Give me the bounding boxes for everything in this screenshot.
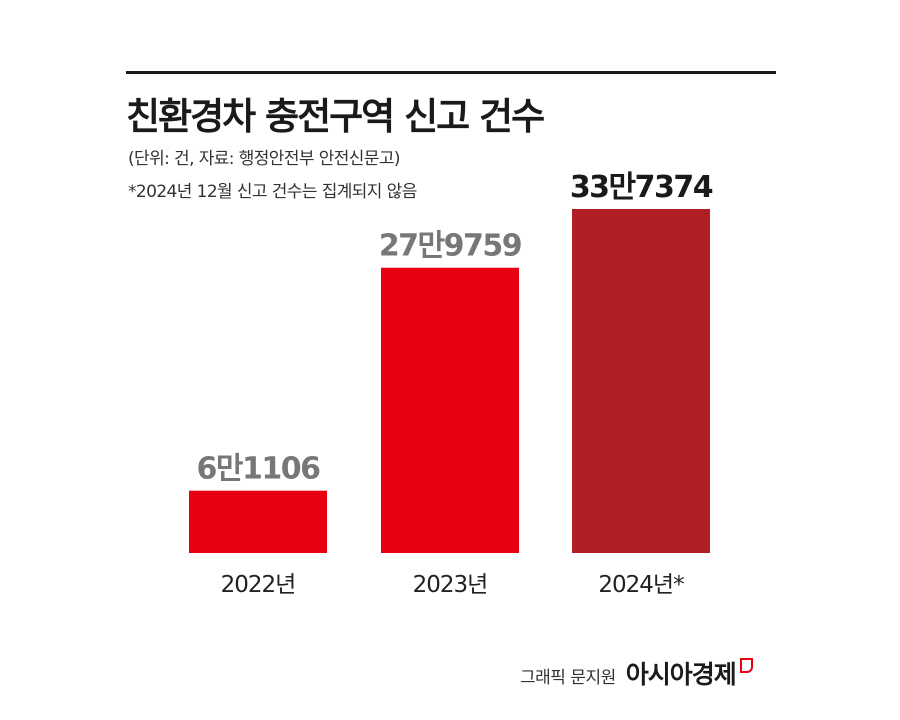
chart-title: 친환경차 충전구역 신고 건수	[126, 95, 545, 138]
credit-text: 그래픽 문지원	[520, 668, 616, 688]
value-label-2: 27만9759	[379, 229, 521, 264]
credit: 그래픽 문지원 아시아경제	[520, 655, 753, 691]
chart-note: *2024년 12월 신고 건수는 집계되지 않음	[128, 182, 417, 202]
category-label-2: 2023년	[413, 572, 488, 598]
category-label-1: 2022년	[221, 572, 296, 598]
category-label-3: 2024년*	[598, 572, 684, 598]
bar-1	[189, 490, 327, 553]
top-rule	[126, 71, 776, 74]
value-label-1: 6만1106	[197, 452, 321, 487]
bar-3	[572, 209, 710, 553]
bar-2	[381, 267, 519, 553]
brand-logo: 아시아경제	[625, 660, 737, 689]
logo-mark-icon	[739, 658, 753, 673]
chart-subtitle: (단위: 건, 자료: 행정안전부 안전신문고)	[128, 149, 401, 169]
value-label-3: 33만7374	[570, 170, 713, 205]
